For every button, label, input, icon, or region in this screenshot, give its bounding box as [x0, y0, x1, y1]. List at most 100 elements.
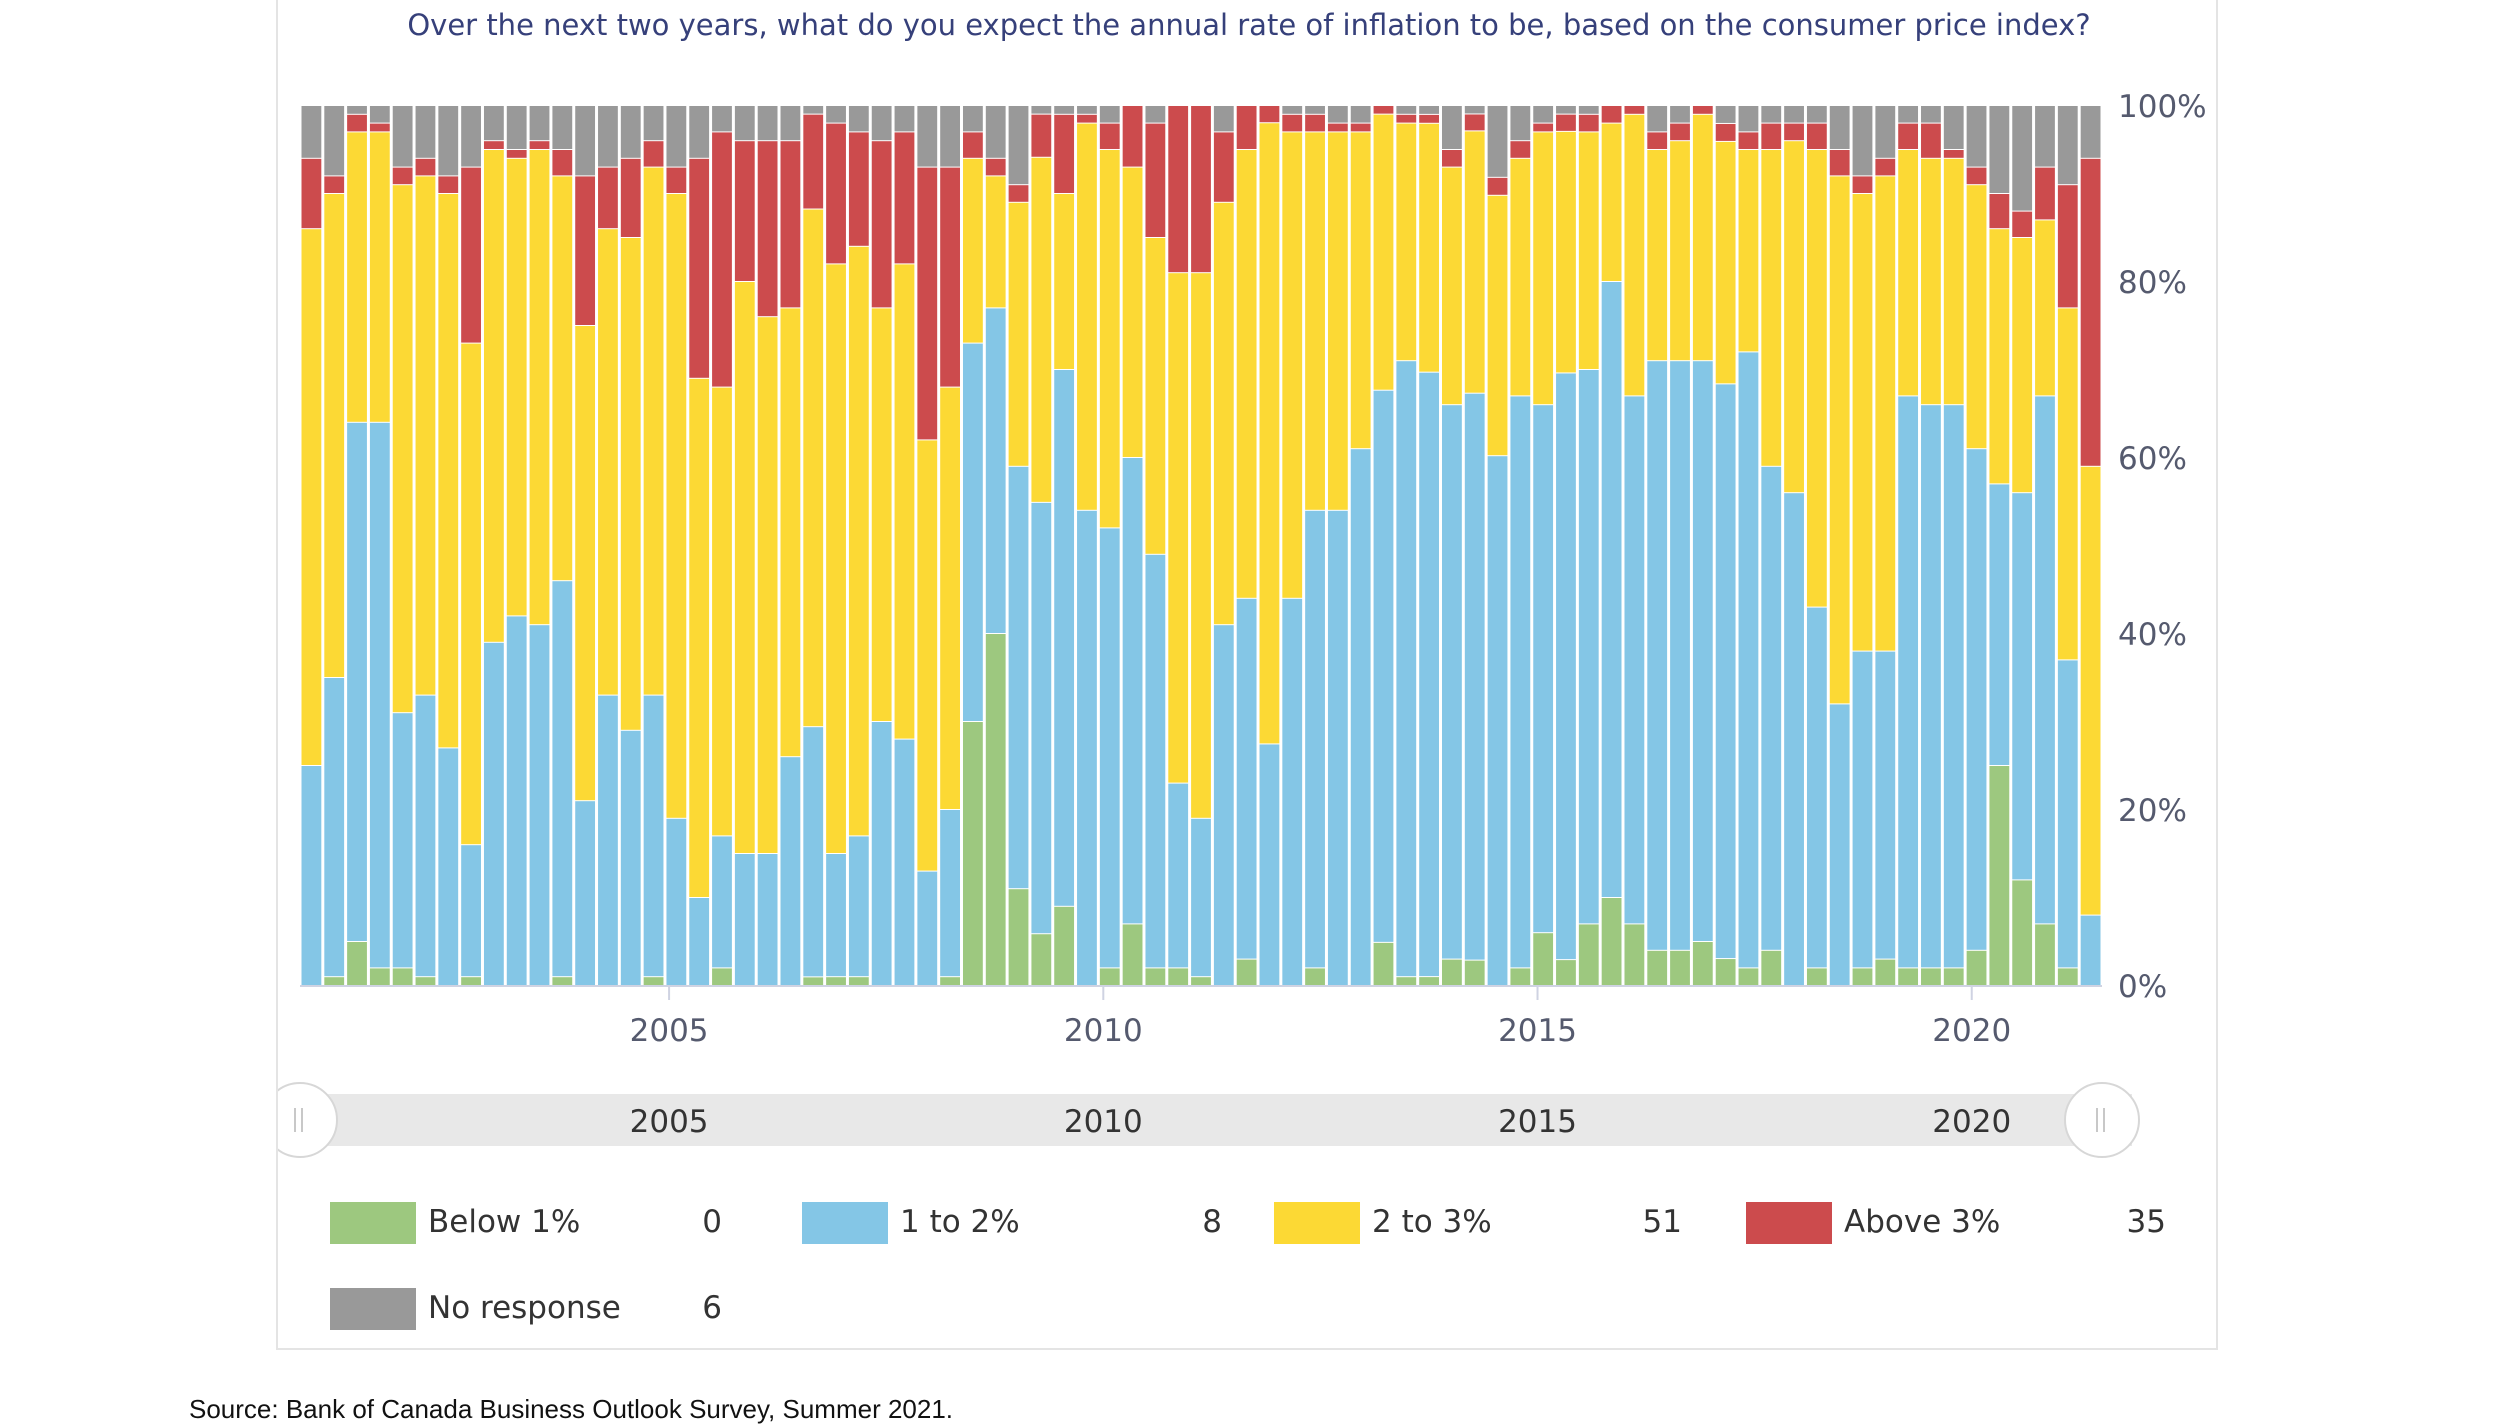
bar-segment[interactable]: [712, 836, 732, 968]
bar-segment[interactable]: [1761, 123, 1782, 149]
bar-segment[interactable]: [1784, 141, 1804, 493]
bar-segment[interactable]: [1556, 114, 1576, 131]
bar-stack[interactable]: [461, 106, 481, 985]
bar-segment[interactable]: [2035, 396, 2055, 924]
bar-segment[interactable]: [689, 378, 710, 897]
bar-segment[interactable]: [620, 158, 641, 237]
bar-stack[interactable]: [1031, 106, 1052, 985]
bar-segment[interactable]: [1670, 361, 1690, 950]
bar-segment[interactable]: [894, 264, 915, 739]
bar-segment[interactable]: [734, 141, 755, 281]
bar-segment[interactable]: [1624, 114, 1645, 396]
bar-segment[interactable]: [894, 106, 915, 132]
bar-segment[interactable]: [1989, 766, 2010, 985]
bar-stack[interactable]: [529, 106, 550, 985]
bar-segment[interactable]: [1510, 396, 1531, 968]
bar-stack[interactable]: [1670, 106, 1690, 985]
bar-segment[interactable]: [1943, 150, 1964, 158]
bar-stack[interactable]: [1396, 106, 1417, 985]
bar-segment[interactable]: [1213, 132, 1234, 202]
bar-segment[interactable]: [1008, 889, 1029, 985]
bar-segment[interactable]: [780, 757, 801, 985]
bar-segment[interactable]: [1099, 106, 1120, 123]
bar-segment[interactable]: [1989, 194, 2010, 229]
bar-segment[interactable]: [1898, 968, 1919, 985]
bar-segment[interactable]: [506, 150, 527, 158]
bar-stack[interactable]: [643, 106, 664, 985]
bar-segment[interactable]: [598, 695, 618, 985]
bar-segment[interactable]: [757, 106, 778, 141]
bar-segment[interactable]: [1168, 273, 1189, 783]
bar-segment[interactable]: [1236, 106, 1257, 149]
bar-stack[interactable]: [1533, 106, 1554, 985]
bar-segment[interactable]: [917, 440, 938, 871]
bar-segment[interactable]: [1921, 968, 1941, 985]
bar-segment[interactable]: [1852, 968, 1873, 985]
bar-stack[interactable]: [347, 106, 367, 985]
bar-segment[interactable]: [757, 317, 778, 853]
bar-segment[interactable]: [962, 158, 983, 343]
bar-segment[interactable]: [1259, 106, 1280, 123]
bar-segment[interactable]: [985, 308, 1006, 633]
bar-stack[interactable]: [1966, 106, 1987, 985]
bar-segment[interactable]: [324, 194, 345, 677]
bar-segment[interactable]: [415, 176, 436, 695]
bar-segment[interactable]: [552, 977, 573, 985]
bar-segment[interactable]: [438, 176, 459, 193]
bar-segment[interactable]: [826, 977, 846, 985]
bar-segment[interactable]: [1806, 607, 1827, 968]
bar-segment[interactable]: [1191, 977, 1211, 985]
bar-segment[interactable]: [666, 818, 687, 985]
bar-segment[interactable]: [712, 968, 732, 985]
bar-segment[interactable]: [1692, 106, 1713, 114]
bar-segment[interactable]: [940, 977, 960, 985]
bar-segment[interactable]: [1943, 158, 1964, 405]
bar-segment[interactable]: [871, 106, 892, 141]
bar-segment[interactable]: [552, 106, 573, 149]
bar-stack[interactable]: [803, 106, 824, 985]
bar-segment[interactable]: [1670, 123, 1690, 141]
bar-stack[interactable]: [1738, 106, 1759, 985]
bar-segment[interactable]: [324, 678, 345, 977]
bar-segment[interactable]: [1236, 150, 1257, 598]
bar-segment[interactable]: [1099, 528, 1120, 968]
bar-segment[interactable]: [1099, 968, 1120, 985]
bar-segment[interactable]: [301, 106, 322, 158]
bar-segment[interactable]: [1647, 106, 1668, 132]
bar-segment[interactable]: [666, 194, 687, 818]
bar-segment[interactable]: [1829, 106, 1850, 149]
bar-segment[interactable]: [1442, 959, 1462, 985]
bar-segment[interactable]: [2080, 158, 2101, 466]
bar-stack[interactable]: [1350, 106, 1371, 985]
bar-segment[interactable]: [1213, 625, 1234, 985]
bar-segment[interactable]: [803, 977, 824, 985]
bar-segment[interactable]: [1784, 493, 1804, 985]
bar-segment[interactable]: [826, 264, 846, 853]
bar-segment[interactable]: [1099, 123, 1120, 149]
bar-segment[interactable]: [461, 343, 481, 845]
bar-segment[interactable]: [1054, 906, 1075, 985]
bar-segment[interactable]: [940, 167, 960, 387]
bar-segment[interactable]: [461, 167, 481, 343]
bar-segment[interactable]: [1989, 106, 2010, 193]
bar-segment[interactable]: [1784, 106, 1804, 123]
bar-segment[interactable]: [1236, 598, 1257, 959]
bar-segment[interactable]: [1077, 510, 1097, 985]
bar-segment[interactable]: [1943, 405, 1964, 968]
bar-segment[interactable]: [1898, 106, 1919, 123]
bar-segment[interactable]: [529, 106, 550, 141]
bar-segment[interactable]: [1396, 977, 1417, 985]
bar-segment[interactable]: [324, 106, 345, 176]
bar-segment[interactable]: [1852, 194, 1873, 651]
bar-segment[interactable]: [369, 123, 390, 132]
bar-segment[interactable]: [2080, 466, 2101, 915]
bar-segment[interactable]: [1122, 458, 1143, 924]
bar-segment[interactable]: [1852, 651, 1873, 968]
bar-segment[interactable]: [483, 106, 504, 141]
bar-segment[interactable]: [826, 123, 846, 264]
bar-segment[interactable]: [1373, 106, 1394, 114]
bar-segment[interactable]: [1921, 106, 1941, 123]
bar-segment[interactable]: [643, 141, 664, 167]
bar-segment[interactable]: [1692, 942, 1713, 985]
bar-segment[interactable]: [1829, 176, 1850, 704]
